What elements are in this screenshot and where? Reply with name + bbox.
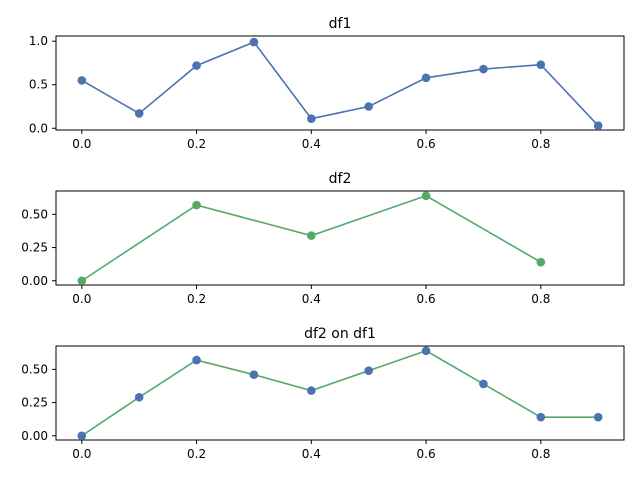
x-tick-label: 0.8 <box>531 137 550 151</box>
data-point <box>77 276 87 286</box>
x-tick-label: 0.6 <box>417 292 436 306</box>
data-point <box>536 412 546 422</box>
axes-frame <box>55 190 625 286</box>
y-tick-label: 0.25 <box>21 241 48 255</box>
y-tick-label: 0.50 <box>21 362 48 376</box>
subplot-df2-on-df1: df2 on df1 0.0 0.2 0.4 0.6 0.8 0.00 0.25 0.50 <box>21 326 625 461</box>
data-point <box>192 200 201 210</box>
y-tick-label: 0.5 <box>29 78 48 92</box>
axes-frame <box>55 345 625 441</box>
data-point <box>192 61 201 70</box>
series-line <box>81 349 599 437</box>
data-point <box>307 114 316 123</box>
data-point <box>134 109 144 118</box>
data-point <box>307 231 316 240</box>
data-point <box>249 37 259 47</box>
subplot-df1: df1 0.0 0.2 0.4 0.6 0.8 0.0 0.5 1.0 <box>29 16 625 151</box>
data-point <box>593 412 603 422</box>
data-point <box>77 76 87 85</box>
x-tick-label: 0.2 <box>187 447 206 461</box>
y-tick-label: 0.25 <box>21 396 48 410</box>
x-tick-label: 0.2 <box>187 137 206 151</box>
data-point <box>479 64 488 74</box>
y-tick-label: 0.0 <box>29 121 48 135</box>
plot-marks: 0.0 0.2 0.4 0.6 0.8 0.0 0.5 1.0 <box>29 34 603 151</box>
y-tick-label: 0.50 <box>21 207 48 221</box>
x-tick-label: 0.0 <box>72 447 91 461</box>
axes-frame <box>55 35 625 131</box>
data-point <box>593 121 603 130</box>
series-line <box>81 41 599 127</box>
subplot-df2: df2 0.0 0.2 0.4 0.6 0.8 0.00 0.25 0.50 <box>21 171 625 306</box>
x-tick-label: 0.8 <box>531 447 550 461</box>
data-point <box>421 346 431 356</box>
data-point <box>249 370 259 379</box>
data-point <box>421 191 431 201</box>
chart-title: df1 <box>329 16 352 32</box>
x-tick-label: 0.6 <box>417 137 436 151</box>
x-tick-label: 0.8 <box>531 292 550 306</box>
data-point <box>421 73 431 83</box>
x-tick-label: 0.2 <box>187 292 206 306</box>
data-point <box>307 386 316 395</box>
data-point <box>536 257 546 267</box>
x-tick-label: 0.0 <box>72 292 91 306</box>
data-point <box>192 355 201 365</box>
data-point <box>77 431 87 441</box>
x-tick-label: 0.4 <box>302 137 321 151</box>
plot-marks: 0.0 0.2 0.4 0.6 0.8 0.00 0.25 0.50 <box>21 191 550 306</box>
chart-title: df2 <box>329 171 352 187</box>
chart-title: df2 on df1 <box>304 326 376 342</box>
y-tick-label: 0.00 <box>21 429 48 443</box>
y-tick-label: 0.00 <box>21 274 48 288</box>
x-tick-label: 0.0 <box>72 137 91 151</box>
data-point <box>364 102 373 111</box>
x-tick-label: 0.4 <box>302 447 321 461</box>
y-tick-label: 1.0 <box>29 34 48 48</box>
x-tick-label: 0.6 <box>417 447 436 461</box>
plot-marks: 0.0 0.2 0.4 0.6 0.8 0.00 0.25 0.50 <box>21 346 603 461</box>
x-tick-label: 0.4 <box>302 292 321 306</box>
data-point <box>479 379 488 389</box>
data-point <box>134 392 144 402</box>
data-point <box>536 60 546 70</box>
data-point <box>364 366 373 375</box>
